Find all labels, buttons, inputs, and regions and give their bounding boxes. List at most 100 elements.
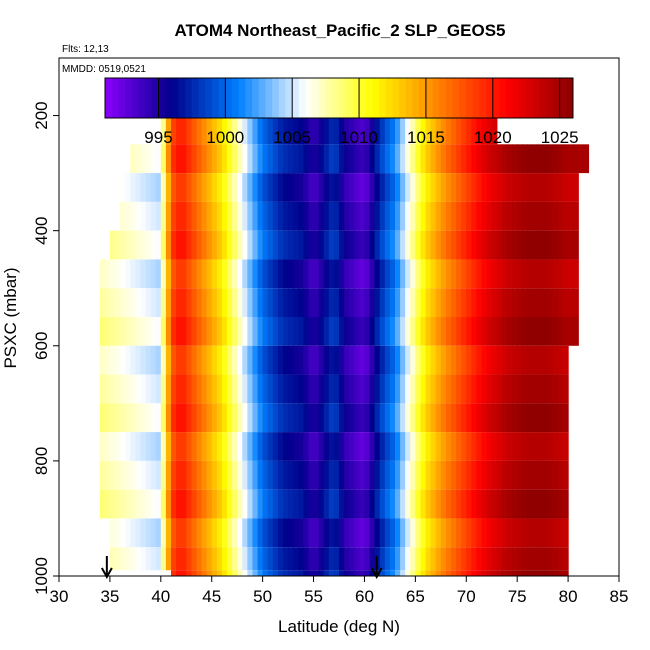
heatmap-cell [155,432,162,461]
heatmap-cell [318,432,325,461]
colorbar-swatch [312,78,320,118]
heatmap-cell [323,403,330,433]
heatmap-cell [150,374,157,404]
heatmap-cell [267,173,274,202]
heatmap-cell [481,345,488,375]
heatmap-cell [501,317,508,346]
heatmap-cell [456,173,462,202]
heatmap-cell [359,374,366,404]
heatmap-cell [456,403,462,433]
heatmap-cell [257,489,264,519]
heatmap-cell [333,374,340,404]
heatmap-cell [405,489,411,519]
heatmap-cell [333,259,340,289]
marker-arrow [370,556,383,580]
heatmap-cell [237,547,243,571]
colorbar-swatch [526,78,534,118]
heatmap-cell [267,518,274,548]
heatmap-cell [527,144,534,174]
colorbar-swatch [412,78,420,118]
heatmap-cell [557,173,564,202]
heatmap-cell [532,259,539,289]
heatmap-cell [206,317,213,346]
heatmap-cell [267,432,274,461]
heatmap-cell [125,518,131,548]
heatmap-cell [257,173,264,202]
heatmap-cell [196,518,203,548]
heatmap-cell [496,460,503,490]
x-tick-label: 65 [406,587,425,606]
heatmap-cell [283,230,289,260]
heatmap-cell [496,173,503,202]
flight-leg [171,570,569,576]
heatmap-cell [573,288,579,317]
heatmap-cell [262,288,269,317]
heatmap-cell [405,317,411,346]
heatmap-cell [461,144,467,174]
colorbar-swatch [432,78,440,118]
heatmap-cell [328,173,335,202]
heatmap-cell [374,374,381,404]
heatmap-cell [186,460,192,490]
heatmap-cell [135,489,142,519]
heatmap-cell [247,144,254,174]
heatmap-cell [369,201,376,231]
heatmap-cell [140,345,147,375]
heatmap-cell [232,547,238,571]
heatmap-cell [557,201,564,231]
heatmap-cell [216,173,223,202]
colorbar-swatch [151,78,159,118]
heatmap-cell [344,460,350,490]
heatmap-cell [486,288,493,317]
heatmap-cell [415,317,422,346]
heatmap-cell [165,259,172,289]
heatmap-cell [481,403,488,433]
heatmap-cell [435,432,442,461]
heatmap-cell [227,460,233,490]
colorbar-swatch [225,78,233,118]
heatmap-cell [389,403,396,433]
heatmap-cell [155,374,162,404]
heatmap-cell [186,570,192,576]
heatmap-cell [547,547,554,571]
heatmap-cell [359,317,366,346]
heatmap-cell [451,570,457,576]
heatmap-cell [430,374,437,404]
heatmap-cell [298,288,304,317]
heatmap-cell [410,460,416,490]
heatmap-cell [283,432,289,461]
heatmap-cell [160,489,167,519]
heatmap-cell [196,173,203,202]
heatmap-cell [288,403,294,433]
heatmap-cell [512,173,518,202]
heatmap-cell [486,230,493,260]
heatmap-cell [522,547,528,571]
heatmap-cell [277,230,284,260]
heatmap-cell [415,570,422,576]
heatmap-cell [267,547,274,571]
heatmap-cell [369,115,376,145]
heatmap-cell [333,432,340,461]
heatmap-cell [242,173,248,202]
heatmap-cell [389,374,396,404]
heatmap-cell [328,144,335,174]
heatmap-cell [99,460,106,490]
heatmap-cell [384,374,391,404]
heatmap-cell [420,230,427,260]
heatmap-cell [252,173,259,202]
heatmap-cell [242,518,248,548]
heatmap-cell [476,518,483,548]
heatmap-cell [389,173,396,202]
heatmap-cell [303,570,310,576]
heatmap-cell [364,115,371,145]
heatmap-cell [191,288,198,317]
heatmap-cell [425,173,432,202]
heatmap-cell [451,317,457,346]
heatmap-cell [283,173,289,202]
heatmap-cell [405,115,411,145]
heatmap-cell [496,345,503,375]
heatmap-cell [440,115,447,145]
heatmap-cell [507,518,513,548]
heatmap-cell [445,201,452,231]
heatmap-cell [135,374,142,404]
